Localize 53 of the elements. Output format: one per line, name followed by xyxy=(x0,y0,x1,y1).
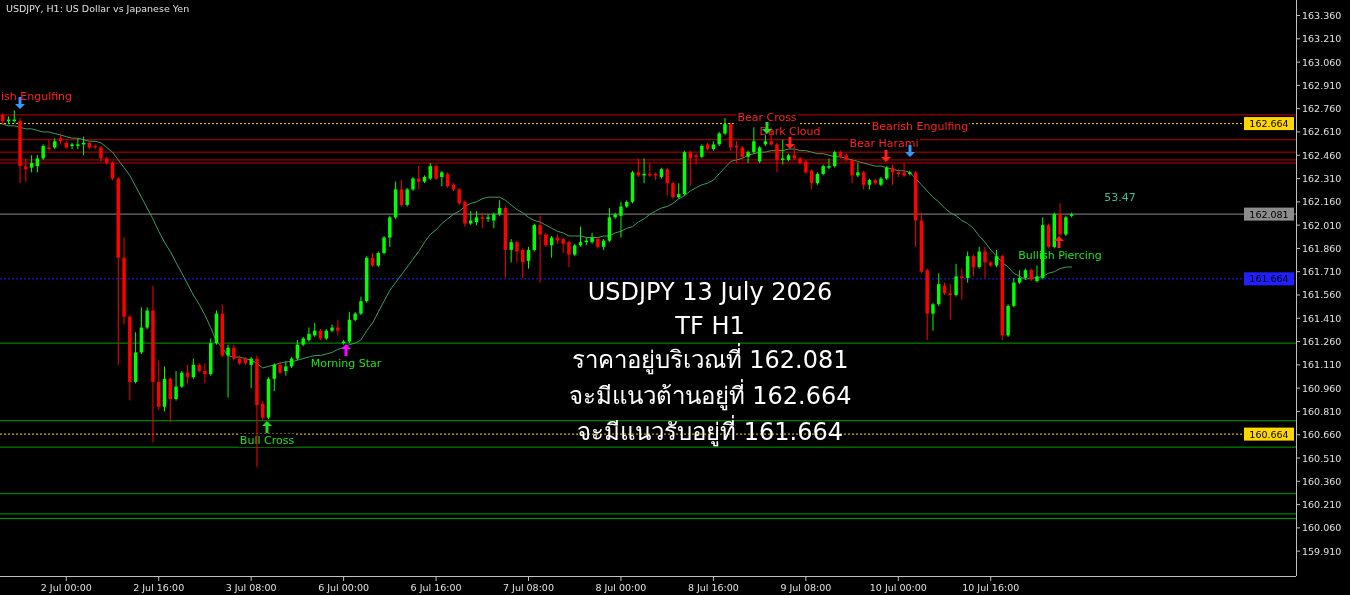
x-tick-label: 2 Jul 00:00 xyxy=(40,582,92,593)
y-tick-label: 161.560 xyxy=(1302,289,1342,301)
annotation: Bear Harami xyxy=(849,137,919,150)
text: 53.47 xyxy=(1104,191,1136,204)
y-tick-label: 160.210 xyxy=(1302,499,1342,511)
y-tick-label: 161.260 xyxy=(1302,336,1342,348)
y-tick-label: 162.610 xyxy=(1302,126,1342,138)
x-tick-label: 3 Jul 08:00 xyxy=(225,582,277,593)
x-tick-label: 9 Jul 08:00 xyxy=(780,582,832,593)
x-tick-label: 6 Jul 16:00 xyxy=(410,582,462,593)
x-tick-label: 10 Jul 00:00 xyxy=(869,582,927,593)
ref-line-label: 162.081 xyxy=(1249,208,1289,220)
y-tick-label: 161.110 xyxy=(1302,359,1342,371)
annotation: ราคาอยู่บริเวณที่ 162.081 xyxy=(571,343,849,375)
y-tick-label: 160.660 xyxy=(1302,429,1342,441)
y-tick-label: 163.060 xyxy=(1302,56,1342,68)
y-tick-label: 161.860 xyxy=(1302,242,1342,254)
annotation: USDJPY 13 July 2026 xyxy=(587,278,833,306)
annotation: Morning Star xyxy=(310,357,382,370)
ref-line-label: 161.664 xyxy=(1249,273,1289,285)
level-label: 161.664 xyxy=(1244,272,1294,286)
y-tick-label: 161.710 xyxy=(1302,266,1342,278)
y-tick-label: 160.960 xyxy=(1302,382,1342,394)
y-tick-label: 159.910 xyxy=(1302,545,1342,557)
level-label: 162.664 xyxy=(1244,117,1294,131)
x-tick-label: 7 Jul 08:00 xyxy=(503,582,554,593)
x-tick-label: 6 Jul 00:00 xyxy=(318,582,370,593)
annotation: TF H1 xyxy=(674,312,745,340)
y-tick-label: 162.010 xyxy=(1302,219,1342,231)
y-tick-label: 163.360 xyxy=(1302,10,1342,22)
annotation: จะมีแนวต้านอยู่ที่ 162.664 xyxy=(568,379,852,411)
x-tick-label: 8 Jul 00:00 xyxy=(595,582,647,593)
annotation: จะมีแนวรับอยู่ที่ 161.664 xyxy=(577,415,843,447)
y-tick-label: 161.410 xyxy=(1302,312,1342,324)
chart-title: USDJPY, H1: US Dollar vs Japanese Yen xyxy=(6,3,190,14)
annotation: Bear Cross xyxy=(737,111,797,124)
y-tick-label: 160.360 xyxy=(1302,475,1342,487)
y-tick-label: 162.910 xyxy=(1302,79,1342,91)
y-tick-label: 162.310 xyxy=(1302,173,1342,185)
x-tick-label: 2 Jul 16:00 xyxy=(133,582,185,593)
y-tick-label: 160.810 xyxy=(1302,405,1342,417)
y-tick-label: 162.460 xyxy=(1302,149,1342,161)
ref-line-label: 162.664 xyxy=(1249,118,1289,130)
ref-line-label: 160.664 xyxy=(1249,428,1289,440)
annotation: ish Engulfing xyxy=(1,90,73,103)
y-tick-label: 162.160 xyxy=(1302,196,1342,208)
y-tick-label: 160.060 xyxy=(1302,522,1342,534)
y-tick-label: 163.210 xyxy=(1302,33,1342,45)
y-tick-label: 160.510 xyxy=(1302,452,1342,464)
y-tick-label: 162.760 xyxy=(1302,103,1342,115)
x-tick-label: 10 Jul 16:00 xyxy=(962,582,1020,593)
x-tick-label: 8 Jul 16:00 xyxy=(687,582,739,593)
annotation: Bearish Engulfing xyxy=(871,120,969,133)
